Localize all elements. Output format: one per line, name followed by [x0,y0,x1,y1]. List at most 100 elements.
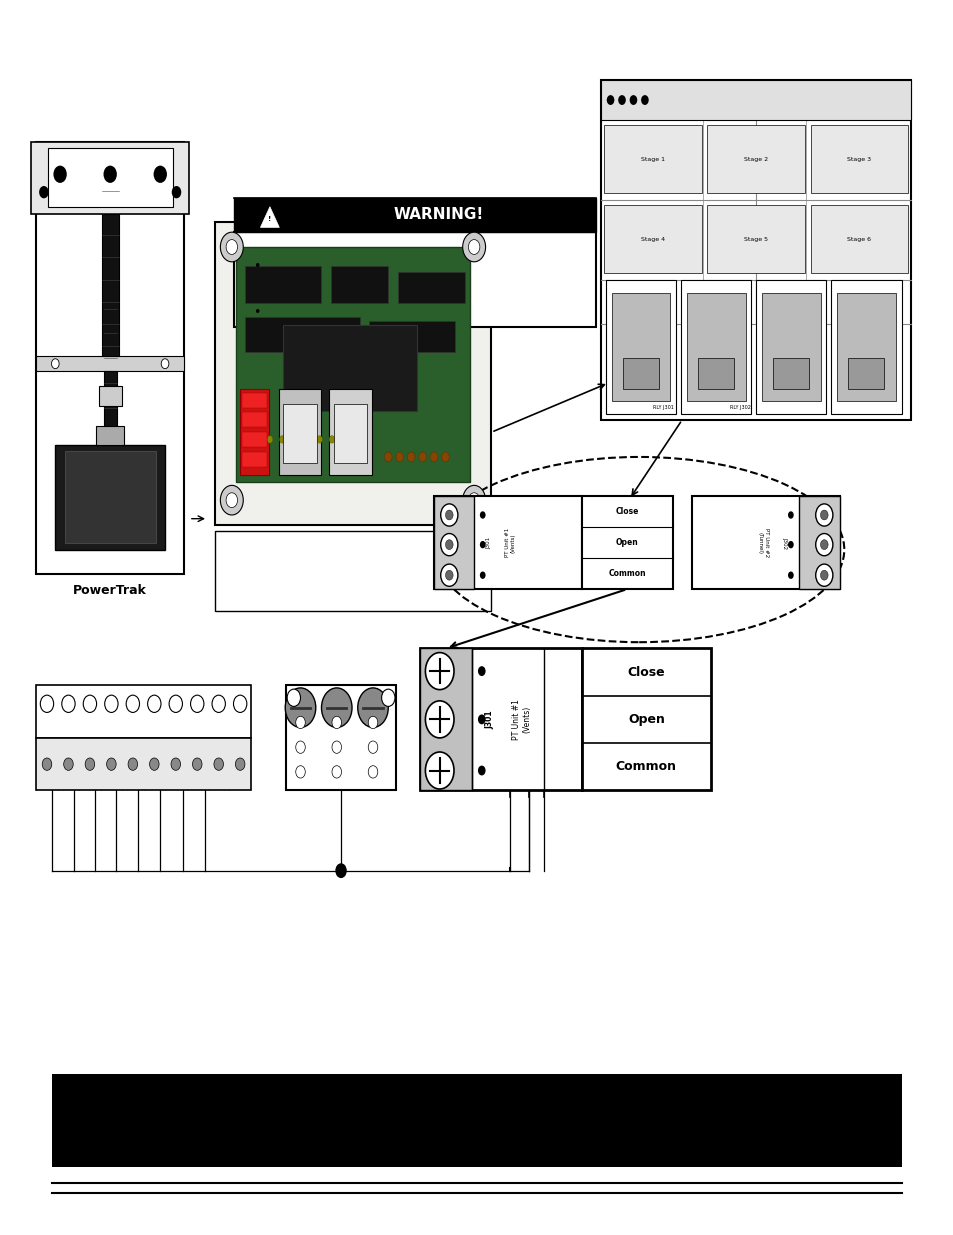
Circle shape [425,652,454,689]
Circle shape [477,714,485,724]
FancyBboxPatch shape [680,280,750,414]
Text: Close: Close [615,508,639,516]
FancyBboxPatch shape [600,80,910,120]
Circle shape [357,688,388,727]
FancyBboxPatch shape [334,404,367,463]
Circle shape [462,232,485,262]
Circle shape [242,436,248,443]
Circle shape [479,541,485,548]
FancyBboxPatch shape [369,321,455,352]
Circle shape [820,540,827,550]
Circle shape [479,572,485,579]
FancyBboxPatch shape [102,214,118,357]
FancyBboxPatch shape [235,247,470,482]
FancyBboxPatch shape [99,385,122,405]
Circle shape [629,95,637,105]
Text: •: • [253,306,260,319]
Circle shape [295,716,305,729]
FancyBboxPatch shape [706,125,804,193]
Circle shape [191,695,204,713]
Circle shape [150,758,159,771]
Circle shape [445,540,453,550]
FancyBboxPatch shape [65,451,155,543]
FancyBboxPatch shape [830,280,901,414]
Circle shape [418,452,426,462]
Text: !: ! [268,216,272,222]
Circle shape [39,186,49,199]
FancyBboxPatch shape [242,412,267,427]
Circle shape [226,493,237,508]
Text: PT Unit #1
(Vents): PT Unit #1 (Vents) [512,699,531,740]
Circle shape [368,741,377,753]
Circle shape [316,436,322,443]
Circle shape [254,436,260,443]
FancyBboxPatch shape [836,293,895,401]
Circle shape [107,758,116,771]
Text: Open: Open [616,538,638,547]
Circle shape [477,666,485,676]
Circle shape [126,695,139,713]
Circle shape [430,452,437,462]
Circle shape [295,741,305,753]
FancyBboxPatch shape [36,357,184,370]
Text: PT Unit #1
(Vents): PT Unit #1 (Vents) [504,529,516,557]
FancyBboxPatch shape [434,496,581,589]
Circle shape [468,493,479,508]
FancyBboxPatch shape [686,293,745,401]
FancyBboxPatch shape [52,1074,901,1167]
Circle shape [233,695,247,713]
FancyBboxPatch shape [103,370,116,438]
FancyBboxPatch shape [242,432,267,447]
FancyBboxPatch shape [755,280,825,414]
Circle shape [425,752,454,789]
FancyBboxPatch shape [581,648,710,790]
Circle shape [425,701,454,739]
Text: Stage 4: Stage 4 [640,237,664,242]
Circle shape [171,758,180,771]
Circle shape [787,541,793,548]
FancyBboxPatch shape [698,358,733,389]
FancyBboxPatch shape [603,205,700,273]
FancyBboxPatch shape [283,325,416,411]
FancyBboxPatch shape [419,648,581,790]
Circle shape [172,186,181,199]
Text: Common: Common [616,761,676,773]
Circle shape [815,504,832,526]
Text: Stage 2: Stage 2 [743,157,767,162]
Circle shape [285,688,315,727]
FancyBboxPatch shape [36,739,251,790]
Circle shape [85,758,94,771]
FancyBboxPatch shape [36,685,251,739]
Text: RLY J301: RLY J301 [652,405,673,410]
Circle shape [384,452,392,462]
Circle shape [440,534,457,556]
FancyBboxPatch shape [55,445,165,550]
Circle shape [329,436,335,443]
Circle shape [295,766,305,778]
Text: PT Unit #2
(Tunnel): PT Unit #2 (Tunnel) [757,529,768,557]
FancyBboxPatch shape [611,293,670,401]
FancyBboxPatch shape [242,452,267,467]
Circle shape [213,758,223,771]
Polygon shape [260,206,279,227]
Circle shape [787,572,793,579]
FancyBboxPatch shape [245,317,359,352]
Circle shape [128,758,137,771]
FancyBboxPatch shape [691,496,839,589]
FancyBboxPatch shape [214,531,491,611]
Text: •: • [253,261,260,273]
Circle shape [226,240,237,254]
Circle shape [40,695,53,713]
Circle shape [368,766,377,778]
Circle shape [64,758,73,771]
FancyBboxPatch shape [419,648,472,790]
Circle shape [445,571,453,580]
FancyBboxPatch shape [397,272,464,303]
Circle shape [820,510,827,520]
Text: Stage 1: Stage 1 [640,157,664,162]
FancyBboxPatch shape [242,393,267,408]
Circle shape [153,165,167,183]
Text: J301: J301 [484,710,494,729]
Circle shape [787,511,793,519]
Circle shape [640,95,648,105]
